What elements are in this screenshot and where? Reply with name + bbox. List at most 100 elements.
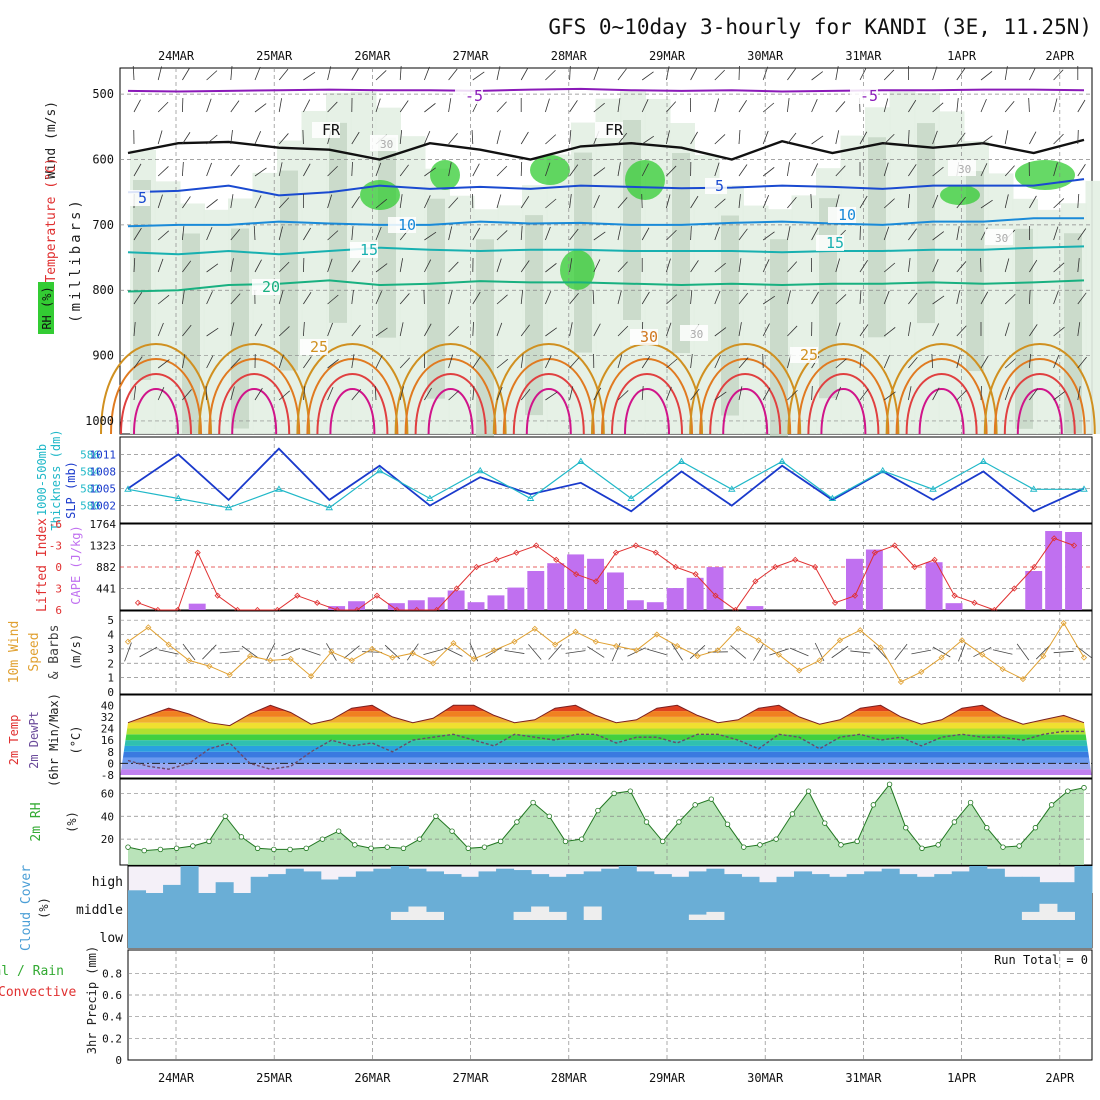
isotherm-line — [127, 138, 1085, 161]
wind-barb — [956, 389, 967, 401]
high-cloud-bar — [1074, 866, 1093, 893]
wind-barb — [157, 194, 163, 209]
wind-speed-marker — [1080, 654, 1088, 661]
high-cloud-bar — [373, 868, 392, 893]
isotherm-label: FR — [605, 121, 624, 139]
high-cloud-bar — [706, 868, 725, 893]
wind-barb — [375, 226, 382, 241]
wind-barb — [1029, 354, 1032, 369]
date-label-top: 26MAR — [354, 49, 391, 63]
wind-barb — [908, 194, 911, 209]
wind-barb — [690, 290, 693, 305]
rh2m-tick: 60 — [101, 787, 114, 800]
cape-ticks: -6 -3 0 3 6 1764 1323 882 441 — [49, 518, 117, 617]
wind-barb — [545, 162, 551, 177]
temp-dewpoint-lines — [120, 704, 1092, 770]
wind-barb — [617, 354, 623, 369]
rh-legend-swatch — [38, 282, 54, 334]
wind-barb — [351, 161, 353, 177]
wind-barb — [351, 260, 361, 273]
surface-wind-barb — [730, 645, 747, 659]
high-cloud-bar — [986, 868, 1005, 893]
isotherm-label: -5 — [465, 87, 483, 105]
thickness-marker — [677, 457, 686, 464]
wind-barb — [569, 164, 579, 177]
high-cloud-bar — [776, 876, 795, 893]
rh2m-area — [128, 784, 1084, 865]
isotherm-label: 15 — [360, 241, 378, 259]
wind-barb — [569, 65, 571, 81]
wind-barb — [327, 165, 338, 177]
wind-barb — [496, 101, 507, 113]
rh2m-marker — [1081, 785, 1087, 791]
wind-speed-marker — [206, 663, 213, 670]
wind-grid — [120, 611, 1092, 694]
wind-barb — [1004, 165, 1015, 177]
surface-wind-barb — [158, 649, 179, 655]
wind-speed-marker — [185, 657, 193, 664]
isotherm-label: 5 — [138, 189, 147, 207]
lifted-index-marker — [533, 542, 540, 549]
high-cloud-bar — [128, 890, 147, 893]
rh-saturated-area — [530, 155, 570, 185]
cape-bar — [407, 600, 425, 610]
wind-barb — [182, 324, 192, 337]
wind-barb — [883, 391, 896, 401]
wind-barb — [811, 135, 824, 145]
wind-barb — [424, 195, 431, 209]
wind-barb — [545, 355, 552, 369]
high-cloud-bar — [881, 868, 900, 893]
wind-barb — [157, 258, 164, 273]
wind-barb — [762, 66, 769, 81]
wind-barb — [206, 134, 218, 145]
warm-contour — [699, 358, 792, 435]
wind-barb — [254, 131, 262, 145]
wind-barb — [496, 165, 508, 177]
wind-barb — [327, 101, 338, 113]
wind-barb — [1029, 131, 1037, 145]
wind-barb — [1004, 66, 1008, 81]
li-tick: 0 — [55, 561, 62, 574]
wind-speed-marker — [470, 655, 477, 663]
wind-barb — [230, 164, 240, 177]
isotherm-label-bg — [388, 217, 416, 233]
warm-contour — [709, 373, 782, 435]
wind-barb — [883, 354, 891, 369]
wind-speed-marker — [816, 657, 823, 664]
wind-barb — [545, 391, 558, 401]
wind-barb — [1004, 358, 1016, 369]
surface-wind-barb — [281, 647, 301, 657]
cloud-row-labels: high middle low — [76, 875, 123, 946]
wind-barb — [182, 67, 190, 81]
high-cloud-bar — [969, 866, 988, 893]
surface-wind-barb — [671, 643, 683, 661]
cape-bar — [626, 600, 644, 610]
rh-band-mid — [427, 198, 445, 399]
wind-barb — [157, 230, 170, 241]
surface-wind-barb — [343, 645, 360, 659]
isotherm-lines — [127, 87, 1085, 293]
warm-contour — [722, 388, 769, 435]
precip-label-3: 3hr Precip (mm) — [85, 946, 99, 1054]
wind-barb — [690, 388, 700, 401]
middle-cloud-gap — [531, 906, 550, 920]
rh2m-marker — [627, 788, 634, 794]
temp-tick: 24 — [101, 723, 115, 736]
wind-barb — [932, 295, 945, 305]
wind-barb — [1077, 356, 1087, 369]
wind-speed-marker — [979, 651, 986, 658]
isotherm-label: 30 — [690, 328, 703, 341]
wind-barb — [762, 259, 770, 273]
isotherm-label-bg — [300, 339, 328, 355]
isotherm-label-bg — [455, 88, 483, 104]
wind-barb — [399, 164, 409, 177]
thickness-marker — [627, 494, 635, 501]
slp-tick: 1002 — [90, 500, 117, 513]
lifted-index-marker — [294, 592, 301, 599]
isotherm-labels: -5 -5 FR FR 5 5 10 10 15 15 20 25 25 30 30 30 30 30 — [128, 87, 1013, 364]
wind-barb — [278, 290, 284, 305]
high-cloud-bar — [1021, 876, 1040, 893]
rh2m-marker — [838, 842, 844, 848]
wind-barb — [617, 98, 621, 113]
level-tick-label: 700 — [92, 218, 114, 232]
